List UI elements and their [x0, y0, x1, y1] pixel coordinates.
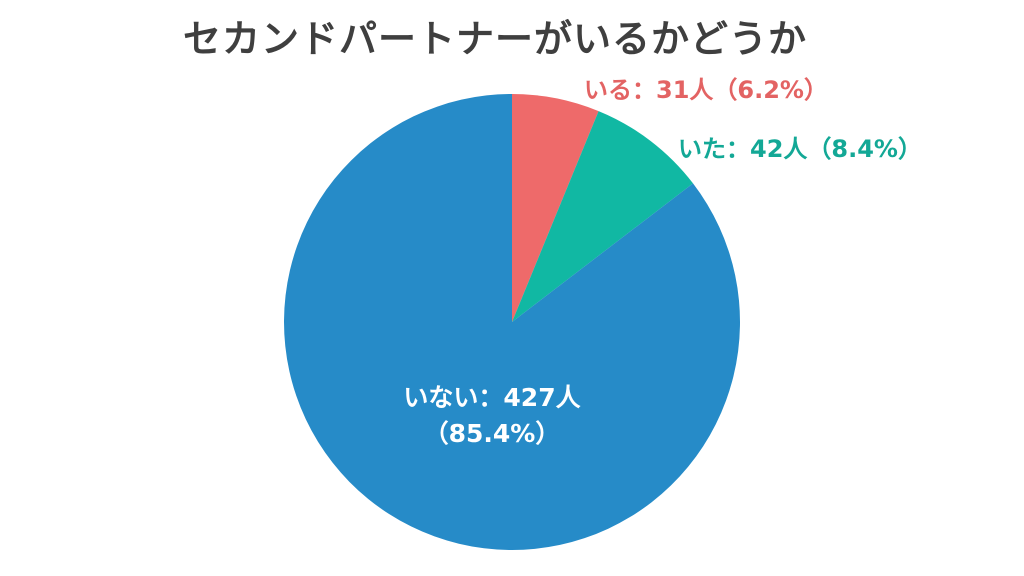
pie-slice-1: [512, 94, 599, 322]
slice-label-1: いる：31人（6.2%）: [584, 76, 828, 104]
slice-label-3-percent: （85.4%）: [424, 419, 561, 448]
pie-slice-2: [512, 111, 694, 322]
slice-label-3: いない：427人: [403, 383, 580, 412]
pie-slice-3: [284, 94, 741, 550]
chart-title: セカンドパートナーがいるかどうか: [182, 17, 807, 61]
slice-label-2: いた：42人（8.4%）: [678, 135, 922, 163]
